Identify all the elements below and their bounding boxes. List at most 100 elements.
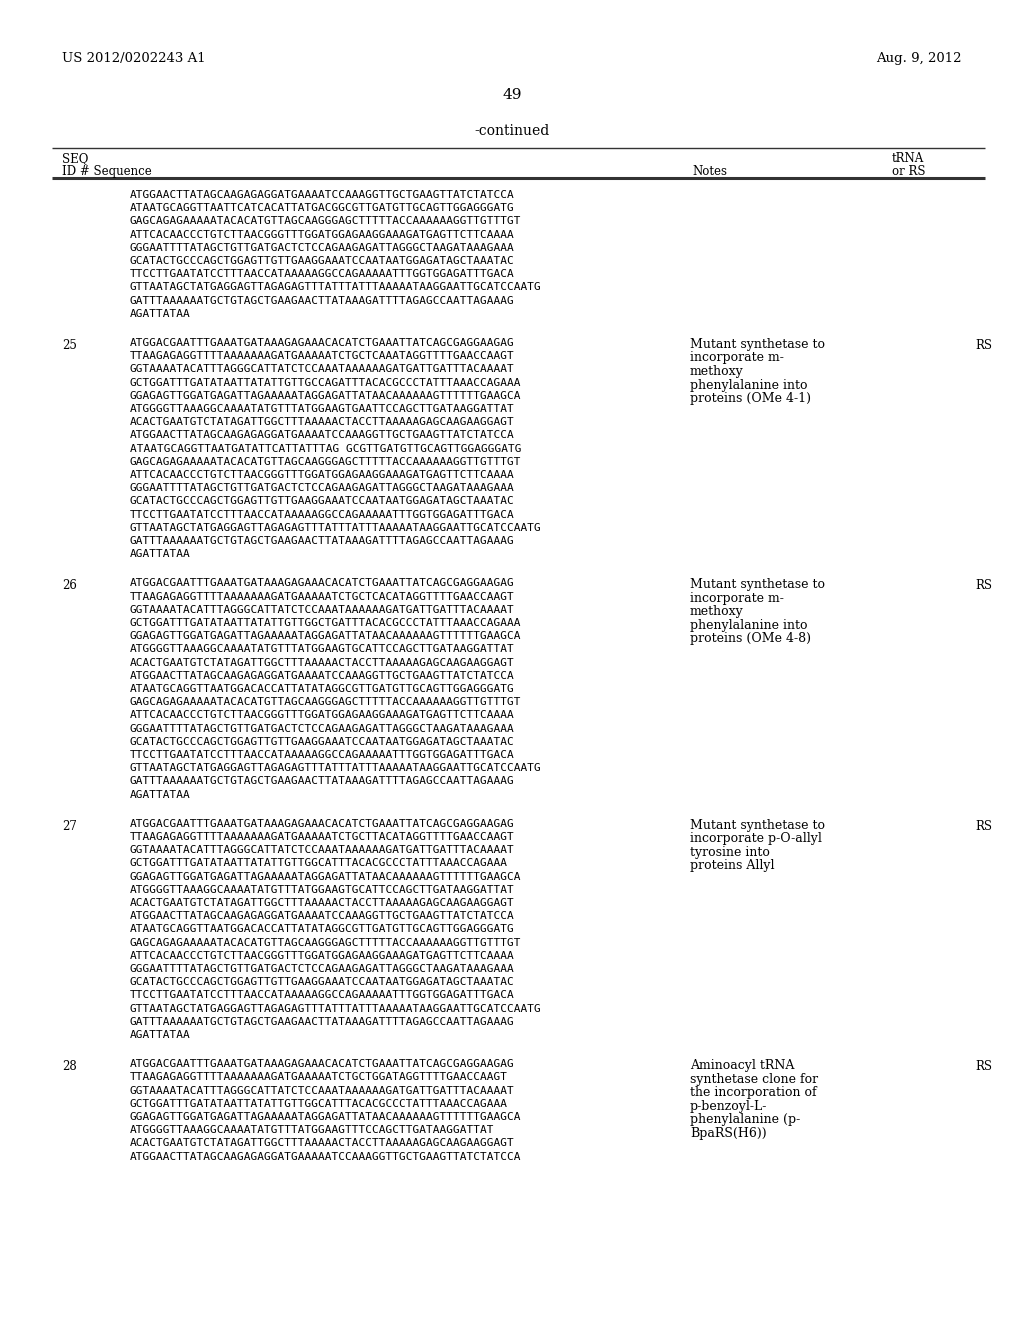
Text: TTAAGAGAGGTTTTAAAAAAAGATGAAAAATCTGCTCAAATAGGTTTTGAACCAAGT: TTAAGAGAGGTTTTAAAAAAAGATGAAAAATCTGCTCAAA… (130, 351, 515, 362)
Text: ATAATGCAGGTTAATGGACACCATTATATAGGCGTTGATGTTGCAGTTGGAGGGATG: ATAATGCAGGTTAATGGACACCATTATATAGGCGTTGATG… (130, 684, 515, 694)
Text: GAGCAGAGAAAAATACACATGTTAGCAAGGGAGCTTTTTACCAAAAAAGGTTGTTTGT: GAGCAGAGAAAAATACACATGTTAGCAAGGGAGCTTTTTA… (130, 937, 521, 948)
Text: GCATACTGCCCAGCTGGAGTTGTTGAAGGAAATCCAATAATGGAGATAGCTAAATAC: GCATACTGCCCAGCTGGAGTTGTTGAAGGAAATCCAATAA… (130, 496, 515, 507)
Text: Mutant synthetase to: Mutant synthetase to (690, 578, 825, 591)
Text: ATTCACAACCCTGTCTTAACGGGTTTGGATGGAGAAGGAAAGATGAGTTCTTCAAAA: ATTCACAACCCTGTCTTAACGGGTTTGGATGGAGAAGGAA… (130, 230, 515, 240)
Text: GCTGGATTTGATATAATTATATTGTTGGCATTTACACGCCCTATTTAAACCAGAAA: GCTGGATTTGATATAATTATATTGTTGGCATTTACACGCC… (130, 1098, 508, 1109)
Text: GATTTAAAAAATGCTGTAGCTGAAGAACTTATAAAGATTTTAGAGCCAATTAGAAAG: GATTTAAAAAATGCTGTAGCTGAAGAACTTATAAAGATTT… (130, 1016, 515, 1027)
Text: 49: 49 (502, 88, 522, 102)
Text: ATGGAACTTATAGCAAGAGAGGATGAAAATCCAAAGGTTGCTGAAGTTATCTATCCA: ATGGAACTTATAGCAAGAGAGGATGAAAATCCAAAGGTTG… (130, 190, 515, 201)
Text: GGGAATTTTATAGCTGTTGATGACTCTCCAGAAGAGATTAGGGCTAAGATAAAGAAA: GGGAATTTTATAGCTGTTGATGACTCTCCAGAAGAGATTA… (130, 243, 515, 253)
Text: ATAATGCAGGTTAATGGACACCATTATATAGGCGTTGATGTTGCAGTTGGAGGGATG: ATAATGCAGGTTAATGGACACCATTATATAGGCGTTGATG… (130, 924, 515, 935)
Text: Aminoacyl tRNA: Aminoacyl tRNA (690, 1059, 795, 1072)
Text: AGATTATAA: AGATTATAA (130, 549, 190, 560)
Text: ACACTGAATGTCTATAGATTGGCTTTAAAAACTACCTTAAAAAGAGCAAGAAGGAGT: ACACTGAATGTCTATAGATTGGCTTTAAAAACTACCTTAA… (130, 417, 515, 428)
Text: 27: 27 (62, 820, 77, 833)
Text: GCATACTGCCCAGCTGGAGTTGTTGAAGGAAATCCAATAATGGAGATAGCTAAATAC: GCATACTGCCCAGCTGGAGTTGTTGAAGGAAATCCAATAA… (130, 737, 515, 747)
Text: methoxy: methoxy (690, 606, 743, 618)
Text: ID # Sequence: ID # Sequence (62, 165, 152, 178)
Text: ATGGAACTTATAGCAAGAGAGGATGAAAATCCAAAGGTTGCTGAAGTTATCTATCCA: ATGGAACTTATAGCAAGAGAGGATGAAAATCCAAAGGTTG… (130, 430, 515, 441)
Text: ACACTGAATGTCTATAGATTGGCTTTAAAAACTACCTTAAAAAGAGCAAGAAGGAGT: ACACTGAATGTCTATAGATTGGCTTTAAAAACTACCTTAA… (130, 657, 515, 668)
Text: ATGGAACTTATAGCAAGAGAGGATGAAAATCCAAAGGTTGCTGAAGTTATCTATCCA: ATGGAACTTATAGCAAGAGAGGATGAAAATCCAAAGGTTG… (130, 671, 515, 681)
Text: 25: 25 (62, 339, 77, 352)
Text: GCTGGATTTGATATAATTATATTGTTGGCATTTACACGCCCTATTTAAACCAGAAA: GCTGGATTTGATATAATTATATTGTTGGCATTTACACGCC… (130, 858, 508, 869)
Text: TTAAGAGAGGTTTTAAAAAAAGATGAAAAATCTGCTGGATAGGTTTTGAACCAAGT: TTAAGAGAGGTTTTAAAAAAAGATGAAAAATCTGCTGGAT… (130, 1072, 508, 1082)
Text: ATGGACGAATTTGAAATGATAAAGAGAAACACATCTGAAATTATCAGCGAGGAAGAG: ATGGACGAATTTGAAATGATAAAGAGAAACACATCTGAAA… (130, 818, 515, 829)
Text: ATGGACGAATTTGAAATGATAAAGAGAAACACATCTGAAATTATCAGCGAGGAAGAG: ATGGACGAATTTGAAATGATAAAGAGAAACACATCTGAAA… (130, 338, 515, 348)
Text: GGGAATTTTATAGCTGTTGATGACTCTCCAGAAGAGATTAGGGCTAAGATAAAGAAA: GGGAATTTTATAGCTGTTGATGACTCTCCAGAAGAGATTA… (130, 964, 515, 974)
Text: phenylalanine (p-: phenylalanine (p- (690, 1113, 800, 1126)
Text: synthetase clone for: synthetase clone for (690, 1073, 818, 1085)
Text: GGTAAAATACATTTAGGGCATTATCTCCAAATAAAAAAGATGATTGATTTACAAAAT: GGTAAAATACATTTAGGGCATTATCTCCAAATAAAAAAGA… (130, 1085, 515, 1096)
Text: Aug. 9, 2012: Aug. 9, 2012 (877, 51, 962, 65)
Text: US 2012/0202243 A1: US 2012/0202243 A1 (62, 51, 206, 65)
Text: -continued: -continued (474, 124, 550, 139)
Text: GCTGGATTTGATATAATTATATTGTTGCCAGATTTACACGCCCTATTTAAACCAGAAA: GCTGGATTTGATATAATTATATTGTTGCCAGATTTACACG… (130, 378, 521, 388)
Text: tyrosine into: tyrosine into (690, 846, 770, 859)
Text: GGAGAGTTGGATGAGATTAGAAAAATAGGAGATTATAACAAAAAAGTTTTTTGAAGCA: GGAGAGTTGGATGAGATTAGAAAAATAGGAGATTATAACA… (130, 391, 521, 401)
Text: proteins (OMe 4-8): proteins (OMe 4-8) (690, 632, 811, 645)
Text: GGGAATTTTATAGCTGTTGATGACTCTCCAGAAGAGATTAGGGCTAAGATAAAGAAA: GGGAATTTTATAGCTGTTGATGACTCTCCAGAAGAGATTA… (130, 723, 515, 734)
Text: AGATTATAA: AGATTATAA (130, 789, 190, 800)
Text: TTAAGAGAGGTTTTAAAAAAAGATGAAAAATCTGCTCACATAGGTTTTGAACCAAGT: TTAAGAGAGGTTTTAAAAAAAGATGAAAAATCTGCTCACA… (130, 591, 515, 602)
Text: GATTTAAAAAATGCTGTAGCTGAAGAACTTATAAAGATTTTAGAGCCAATTAGAAAG: GATTTAAAAAATGCTGTAGCTGAAGAACTTATAAAGATTT… (130, 776, 515, 787)
Text: the incorporation of: the incorporation of (690, 1086, 816, 1100)
Text: p-benzoyl-L-: p-benzoyl-L- (690, 1100, 767, 1113)
Text: GCTGGATTTGATATAATTATATTGTTGGCTGATTTACACGCCCTATTTAAACCAGAAA: GCTGGATTTGATATAATTATATTGTTGGCTGATTTACACG… (130, 618, 521, 628)
Text: RS: RS (975, 820, 992, 833)
Text: GAGCAGAGAAAAATACACATGTTAGCAAGGGAGCTTTTTACCAAAAAAGGTTGTTTGT: GAGCAGAGAAAAATACACATGTTAGCAAGGGAGCTTTTTA… (130, 697, 521, 708)
Text: ATGGGGTTAAAGGCAAAATATGTTTATGGAAGTGCATTCCAGCTTGATAAGGATTAT: ATGGGGTTAAAGGCAAAATATGTTTATGGAAGTGCATTCC… (130, 644, 515, 655)
Text: incorporate m-: incorporate m- (690, 351, 784, 364)
Text: GTTAATAGCTATGAGGAGTTAGAGAGTTTATTTATTTAAAAATAAGGAATTGCATCCAATG: GTTAATAGCTATGAGGAGTTAGAGAGTTTATTTATTTAAA… (130, 523, 542, 533)
Text: GGAGAGTTGGATGAGATTAGAAAAATAGGAGATTATAACAAAAAAGTTTTTTGAAGCA: GGAGAGTTGGATGAGATTAGAAAAATAGGAGATTATAACA… (130, 1111, 521, 1122)
Text: ATGGAACTTATAGCAAGAGAGGATGAAAATCCAAAGGTTGCTGAAGTTATCTATCCA: ATGGAACTTATAGCAAGAGAGGATGAAAATCCAAAGGTTG… (130, 911, 515, 921)
Text: or RS: or RS (892, 165, 926, 178)
Text: BpaRS(H6)): BpaRS(H6)) (690, 1127, 767, 1139)
Text: Mutant synthetase to: Mutant synthetase to (690, 818, 825, 832)
Text: ACACTGAATGTCTATAGATTGGCTTTAAAAACTACCTTAAAAAGAGCAAGAAGGAGT: ACACTGAATGTCTATAGATTGGCTTTAAAAACTACCTTAA… (130, 898, 515, 908)
Text: GTTAATAGCTATGAGGAGTTAGAGAGTTTATTTATTTAAAAATAAGGAATTGCATCCAATG: GTTAATAGCTATGAGGAGTTAGAGAGTTTATTTATTTAAA… (130, 1003, 542, 1014)
Text: methoxy: methoxy (690, 366, 743, 378)
Text: proteins (OMe 4-1): proteins (OMe 4-1) (690, 392, 811, 405)
Text: ATGGGGTTAAAGGCAAAATATGTTTATGGAAGTGAATTCCAGCTTGATAAGGATTAT: ATGGGGTTAAAGGCAAAATATGTTTATGGAAGTGAATTCC… (130, 404, 515, 414)
Text: GCATACTGCCCAGCTGGAGTTGTTGAAGGAAATCCAATAATGGAGATAGCTAAATAC: GCATACTGCCCAGCTGGAGTTGTTGAAGGAAATCCAATAA… (130, 256, 515, 267)
Text: GATTTAAAAAATGCTGTAGCTGAAGAACTTATAAAGATTTTAGAGCCAATTAGAAAG: GATTTAAAAAATGCTGTAGCTGAAGAACTTATAAAGATTT… (130, 536, 515, 546)
Text: AGATTATAA: AGATTATAA (130, 1030, 190, 1040)
Text: TTCCTTGAATATCCTTTAACCATAAAAAGGCCAGAAAAATTTGGTGGAGATTTGACA: TTCCTTGAATATCCTTTAACCATAAAAAGGCCAGAAAAAT… (130, 990, 515, 1001)
Text: ACACTGAATGTCTATAGATTGGCTTTAAAAACTACCTTAAAAAGAGCAAGAAGGAGT: ACACTGAATGTCTATAGATTGGCTTTAAAAACTACCTTAA… (130, 1138, 515, 1148)
Text: GCATACTGCCCAGCTGGAGTTGTTGAAGGAAATCCAATAATGGAGATAGCTAAATAC: GCATACTGCCCAGCTGGAGTTGTTGAAGGAAATCCAATAA… (130, 977, 515, 987)
Text: TTCCTTGAATATCCTTTAACCATAAAAAGGCCAGAAAAATTTGGTGGAGATTTGACA: TTCCTTGAATATCCTTTAACCATAAAAAGGCCAGAAAAAT… (130, 750, 515, 760)
Text: RS: RS (975, 1060, 992, 1073)
Text: GTTAATAGCTATGAGGAGTTAGAGAGTTTATTTATTTAAAAATAAGGAATTGCATCCAATG: GTTAATAGCTATGAGGAGTTAGAGAGTTTATTTATTTAAA… (130, 763, 542, 774)
Text: GGGAATTTTATAGCTGTTGATGACTCTCCAGAAGAGATTAGGGCTAAGATAAAGAAA: GGGAATTTTATAGCTGTTGATGACTCTCCAGAAGAGATTA… (130, 483, 515, 494)
Text: RS: RS (975, 339, 992, 352)
Text: AGATTATAA: AGATTATAA (130, 309, 190, 319)
Text: incorporate m-: incorporate m- (690, 591, 784, 605)
Text: GGAGAGTTGGATGAGATTAGAAAAATAGGAGATTATAACAAAAAAGTTTTTTGAAGCA: GGAGAGTTGGATGAGATTAGAAAAATAGGAGATTATAACA… (130, 871, 521, 882)
Text: ATTCACAACCCTGTCTTAACGGGTTTGGATGGAGAAGGAAAGATGAGTTCTTCAAAA: ATTCACAACCCTGTCTTAACGGGTTTGGATGGAGAAGGAA… (130, 470, 515, 480)
Text: GAGCAGAGAAAAATACACATGTTAGCAAGGGAGCTTTTTACCAAAAAAGGTTGTTTGT: GAGCAGAGAAAAATACACATGTTAGCAAGGGAGCTTTTTA… (130, 216, 521, 227)
Text: tRNA: tRNA (892, 152, 925, 165)
Text: ATGGGGTTAAAGGCAAAATATGTTTATGGAAGTGCATTCCAGCTTGATAAGGATTAT: ATGGGGTTAAAGGCAAAATATGTTTATGGAAGTGCATTCC… (130, 884, 515, 895)
Text: GAGCAGAGAAAAATACACATGTTAGCAAGGGAGCTTTTTACCAAAAAAGGTTGTTTGT: GAGCAGAGAAAAATACACATGTTAGCAAGGGAGCTTTTTA… (130, 457, 521, 467)
Text: phenylalanine into: phenylalanine into (690, 619, 808, 632)
Text: Notes: Notes (692, 165, 727, 178)
Text: ATGGACGAATTTGAAATGATAAAGAGAAACACATCTGAAATTATCAGCGAGGAAGAG: ATGGACGAATTTGAAATGATAAAGAGAAACACATCTGAAA… (130, 1059, 515, 1069)
Text: ATGGGGTTAAAGGCAAAATATGTTTATGGAAGTTTCCAGCTTGATAAGGATTAT: ATGGGGTTAAAGGCAAAATATGTTTATGGAAGTTTCCAGC… (130, 1125, 495, 1135)
Text: ATAATGCAGGTTAATGATATTCATTATTTAG GCGTTGATGTTGCAGTTGGAGGGATG: ATAATGCAGGTTAATGATATTCATTATTTAG GCGTTGAT… (130, 444, 521, 454)
Text: GGTAAAATACATTTAGGGCATTATCTCCAAATAAAAAAGATGATTGATTTACAAAAT: GGTAAAATACATTTAGGGCATTATCTCCAAATAAAAAAGA… (130, 845, 515, 855)
Text: phenylalanine into: phenylalanine into (690, 379, 808, 392)
Text: Mutant synthetase to: Mutant synthetase to (690, 338, 825, 351)
Text: GGAGAGTTGGATGAGATTAGAAAAATAGGAGATTATAACAAAAAAGTTTTTTGAAGCA: GGAGAGTTGGATGAGATTAGAAAAATAGGAGATTATAACA… (130, 631, 521, 642)
Text: ATGGACGAATTTGAAATGATAAAGAGAAACACATCTGAAATTATCAGCGAGGAAGAG: ATGGACGAATTTGAAATGATAAAGAGAAACACATCTGAAA… (130, 578, 515, 589)
Text: SEQ: SEQ (62, 152, 88, 165)
Text: ATTCACAACCCTGTCTTAACGGGTTTGGATGGAGAAGGAAAGATGAGTTCTTCAAAA: ATTCACAACCCTGTCTTAACGGGTTTGGATGGAGAAGGAA… (130, 710, 515, 721)
Text: 28: 28 (62, 1060, 77, 1073)
Text: GGTAAAATACATTTAGGGCATTATCTCCAAATAAAAAAGATGATTGATTTACAAAAT: GGTAAAATACATTTAGGGCATTATCTCCAAATAAAAAAGA… (130, 605, 515, 615)
Text: proteins Allyl: proteins Allyl (690, 859, 774, 873)
Text: GATTTAAAAAATGCTGTAGCTGAAGAACTTATAAAGATTTTAGAGCCAATTAGAAAG: GATTTAAAAAATGCTGTAGCTGAAGAACTTATAAAGATTT… (130, 296, 515, 306)
Text: incorporate p-O-allyl: incorporate p-O-allyl (690, 833, 822, 845)
Text: GGTAAAATACATTTAGGGCATTATCTCCAAATAAAAAAGATGATTGATTTACAAAAT: GGTAAAATACATTTAGGGCATTATCTCCAAATAAAAAAGA… (130, 364, 515, 375)
Text: ATGGAACTTATAGCAAGAGAGGATGAAAAATCCAAAGGTTGCTGAAGTTATCTATCCA: ATGGAACTTATAGCAAGAGAGGATGAAAAATCCAAAGGTT… (130, 1151, 521, 1162)
Text: ATTCACAACCCTGTCTTAACGGGTTTGGATGGAGAAGGAAAGATGAGTTCTTCAAAA: ATTCACAACCCTGTCTTAACGGGTTTGGATGGAGAAGGAA… (130, 950, 515, 961)
Text: GTTAATAGCTATGAGGAGTTAGAGAGTTTATTTATTTAAAAATAAGGAATTGCATCCAATG: GTTAATAGCTATGAGGAGTTAGAGAGTTTATTTATTTAAA… (130, 282, 542, 293)
